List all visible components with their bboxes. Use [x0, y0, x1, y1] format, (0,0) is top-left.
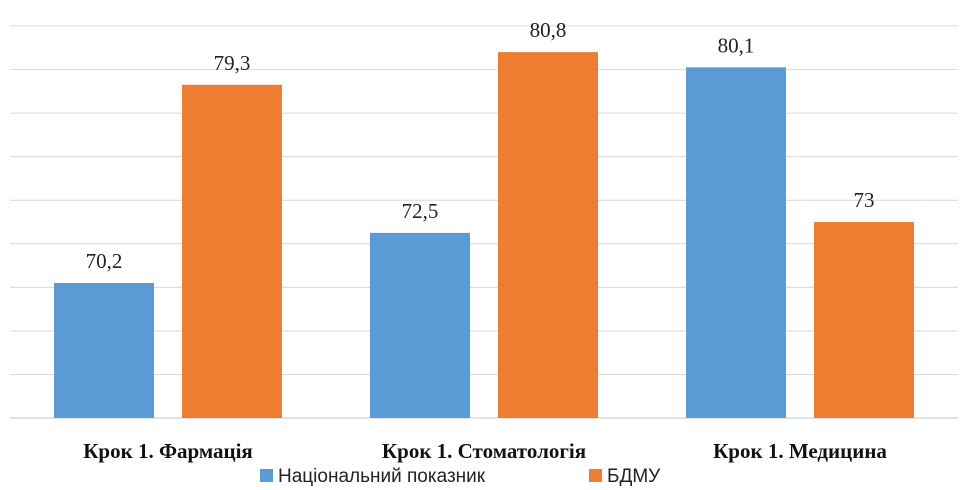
bar — [498, 52, 598, 419]
data-label: 72,5 — [402, 199, 439, 223]
data-label: 70,2 — [86, 249, 123, 273]
bar — [54, 282, 154, 418]
legend-label: БДМУ — [607, 466, 661, 487]
bar — [182, 84, 282, 419]
category-label: Крок 1. Фармація — [83, 439, 253, 463]
data-label: 73 — [854, 188, 875, 212]
data-label: 80,8 — [530, 18, 567, 42]
category-label: Крок 1. Медицина — [713, 439, 887, 463]
data-label: 80,1 — [718, 33, 755, 57]
data-label: 79,3 — [214, 51, 251, 75]
legend-swatch — [260, 469, 273, 482]
legend-label: Національний показник — [278, 466, 486, 487]
category-label: Крок 1. Стоматологія — [382, 439, 586, 463]
bar — [686, 67, 786, 418]
bar — [814, 222, 914, 418]
bar — [370, 232, 470, 418]
legend-swatch — [589, 469, 602, 482]
